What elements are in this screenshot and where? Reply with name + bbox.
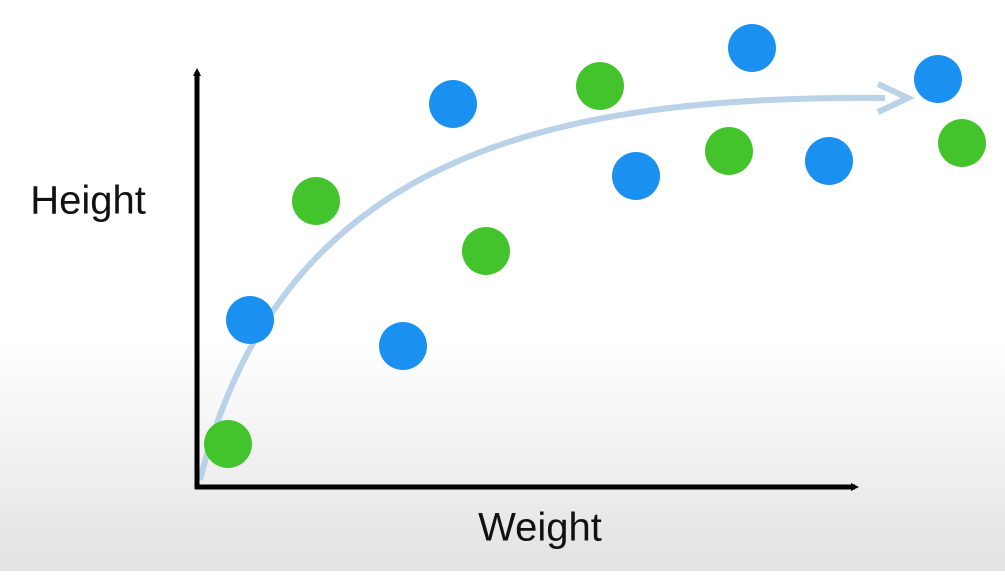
green-point [292, 177, 340, 225]
blue-point [914, 55, 962, 103]
trend-arrow-head [876, 81, 916, 115]
blue-point [805, 137, 853, 185]
points [204, 24, 986, 468]
blue-point [379, 322, 427, 370]
blue-point [226, 296, 274, 344]
green-point [462, 227, 510, 275]
green-point [204, 420, 252, 468]
blue-point [612, 152, 660, 200]
green-point [938, 119, 986, 167]
green-point [705, 127, 753, 175]
trend-arrow [197, 94, 886, 481]
blue-point [728, 24, 776, 72]
green-point [576, 62, 624, 110]
x-axis-label: Weight [478, 506, 602, 550]
y-axis-label: Height [30, 179, 146, 223]
blue-point [429, 80, 477, 128]
